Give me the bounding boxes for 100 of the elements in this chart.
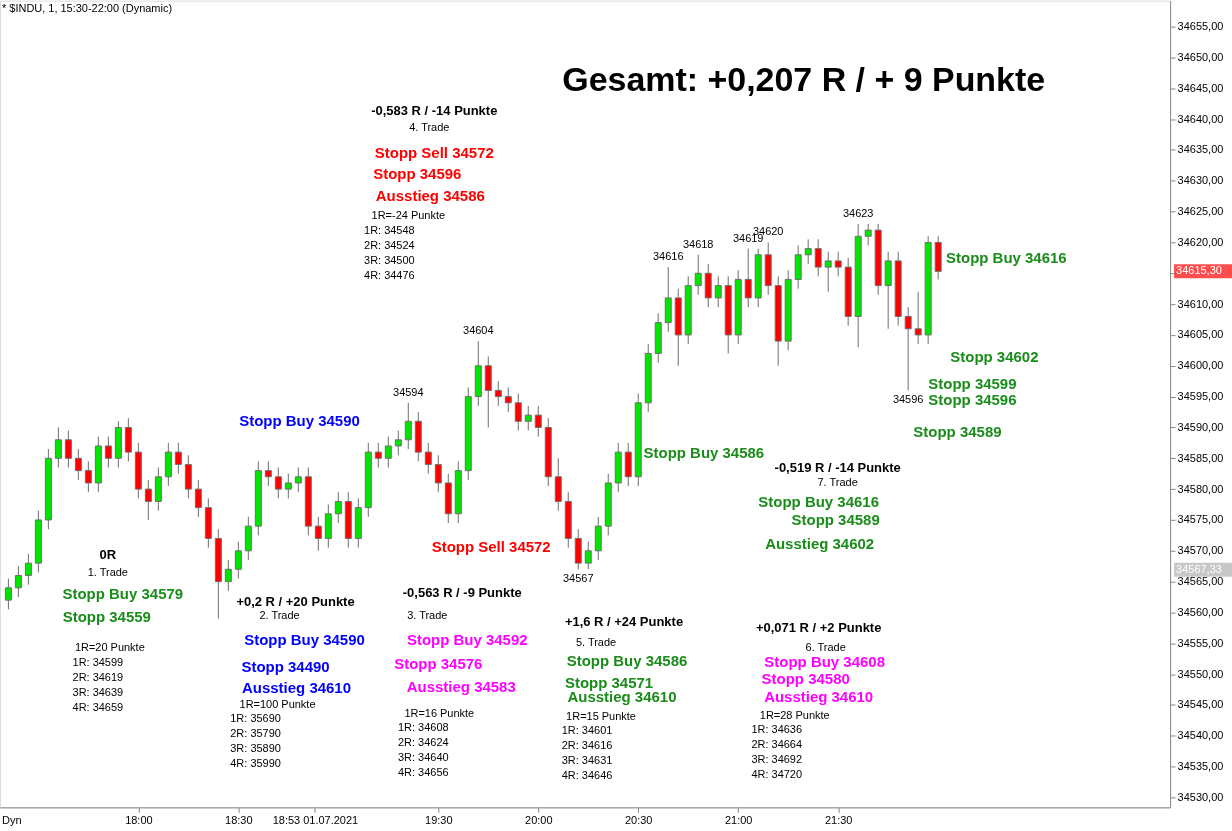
- candlestick: [904, 306, 912, 391]
- candlestick: [394, 430, 402, 456]
- annotation: 2R: 35790: [230, 727, 281, 740]
- annotation: 4R: 34476: [364, 269, 415, 282]
- candlestick: [804, 238, 812, 265]
- annotation: +1,6 R / +24 Punkte: [564, 613, 684, 629]
- candlestick: [404, 402, 412, 450]
- y-tick-label: 34610,00: [1177, 297, 1224, 310]
- annotation: Stopp 34559: [62, 607, 151, 625]
- annotation: 1R: 35690: [230, 712, 281, 725]
- x-tick-label: 18:30: [225, 813, 253, 826]
- annotation: 1R=28 Punkte: [759, 708, 830, 721]
- candlestick: [194, 479, 202, 518]
- candlestick: [54, 426, 62, 469]
- annotation: Stopp Buy 34590: [244, 630, 365, 648]
- candlestick: [814, 238, 822, 277]
- annotation: 34618: [682, 237, 714, 250]
- y-tick-label: 34590,00: [1177, 420, 1224, 433]
- annotation: Gesamt: +0,207 R / + 9 Punkte: [562, 59, 1046, 98]
- candlestick: [374, 442, 382, 469]
- annotation: Stopp Sell 34572: [374, 144, 494, 162]
- x-tick-label: 19:30: [425, 813, 453, 826]
- y-tick-label: 34620,00: [1177, 235, 1224, 248]
- y-tick-label: 34580,00: [1177, 482, 1224, 495]
- candlestick: [144, 479, 152, 521]
- annotation: Ausstieg 34602: [765, 534, 875, 552]
- annotation: 1R=100 Punkte: [239, 697, 316, 710]
- candlestick: [24, 553, 32, 586]
- x-tick-label: 20:30: [625, 813, 653, 826]
- x-tick-label: 21:30: [824, 813, 853, 826]
- annotation: 34604: [463, 324, 494, 337]
- annotation: 34596: [892, 393, 924, 406]
- y-tick-label: 34575,00: [1177, 513, 1224, 526]
- annotation: 6. Trade: [805, 640, 846, 653]
- annotation: 1R: 34601: [561, 724, 613, 737]
- candlestick: [264, 460, 272, 487]
- annotation: 3R: 34639: [72, 685, 124, 698]
- annotation: Stopp 34602: [950, 348, 1039, 366]
- annotation: Stopp Buy 34616: [758, 492, 879, 510]
- annotation: 4. Trade: [409, 121, 450, 134]
- candlestick: [274, 467, 282, 499]
- annotation: Stopp 34490: [241, 657, 330, 675]
- candlestick: [104, 436, 112, 469]
- annotation: Ausstieg 34586: [375, 187, 485, 205]
- annotation: 4R: 34659: [72, 700, 124, 713]
- annotation: 1R: 34599: [72, 655, 124, 668]
- candlestick: [494, 380, 502, 407]
- candlestick: [434, 454, 442, 493]
- y-tick-label: 34585,00: [1177, 451, 1224, 464]
- candlestick: [504, 386, 512, 413]
- x-tick-label: 18:00: [125, 813, 153, 826]
- candlestick: [584, 541, 592, 570]
- candlestick: [234, 541, 242, 580]
- text: 34615,30: [1176, 264, 1222, 277]
- annotation: -0,563 R / -9 Punkte: [402, 584, 522, 600]
- annotation: 2R: 34616: [561, 739, 613, 752]
- y-tick-label: 34650,00: [1177, 50, 1224, 63]
- y-tick-label: 34630,00: [1177, 174, 1224, 187]
- annotation: 4R: 34656: [398, 766, 449, 779]
- candlestick: [864, 223, 872, 247]
- annotation: Stopp Buy 34608: [764, 652, 885, 670]
- candlestick: [824, 251, 832, 293]
- annotation: 34616: [652, 250, 684, 263]
- candlestick: [524, 405, 532, 432]
- annotation: 34567: [562, 572, 594, 585]
- y-tick-label: 34535,00: [1177, 760, 1224, 773]
- annotation: 1R=16 Punkte: [404, 706, 475, 719]
- annotation: 2R: 34524: [364, 239, 415, 252]
- annotation: 34594: [393, 385, 424, 398]
- annotation: Ausstieg 34610: [764, 687, 874, 705]
- annotation: Ausstieg 34583: [406, 677, 516, 695]
- y-tick-label: 34555,00: [1177, 636, 1224, 649]
- annotation: 34623: [842, 206, 874, 219]
- annotation: 4R: 34646: [561, 769, 613, 782]
- annotation: 1R: 34636: [751, 723, 803, 736]
- x-tick-label: 21:00: [724, 813, 753, 826]
- candlestick: [14, 565, 22, 598]
- candlestick: [384, 436, 392, 469]
- y-tick-label: 34600,00: [1177, 359, 1224, 372]
- candlestick: [744, 248, 752, 308]
- annotation: 1R: 34548: [364, 224, 415, 237]
- annotation: +0,071 R / +2 Punkte: [755, 619, 882, 635]
- annotation: Ausstieg 34610: [242, 678, 352, 696]
- candlestick: [314, 516, 322, 552]
- annotation: 4R: 34720: [751, 768, 803, 781]
- y-tick-label: 34635,00: [1177, 143, 1224, 156]
- annotation: 7. Trade: [817, 475, 858, 488]
- annotation: Stopp 34596: [373, 165, 462, 183]
- candlestick: [4, 578, 12, 610]
- candlestick: [174, 442, 182, 475]
- candlestick: [424, 442, 432, 475]
- candlestick: [64, 430, 72, 469]
- candlestick: [284, 473, 292, 499]
- annotation: 1. Trade: [87, 565, 128, 578]
- y-tick-label: 34565,00: [1177, 575, 1224, 588]
- y-tick-label: 34655,00: [1177, 20, 1224, 33]
- candlestick: [534, 405, 542, 438]
- annotation: 2R: 34664: [751, 738, 803, 751]
- y-tick-label: 34595,00: [1177, 390, 1224, 403]
- annotation: +0,2 R / +20 Punkte: [236, 593, 355, 609]
